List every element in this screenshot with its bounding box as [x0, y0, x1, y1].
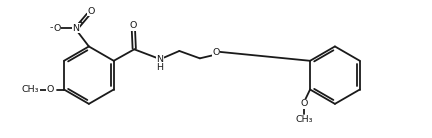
Text: O: O — [88, 7, 95, 16]
Text: O: O — [46, 85, 54, 94]
Text: O: O — [53, 24, 60, 33]
Text: CH₃: CH₃ — [295, 115, 313, 124]
Text: N: N — [156, 55, 164, 64]
Text: O: O — [130, 21, 137, 30]
Text: CH₃: CH₃ — [22, 85, 39, 94]
Text: H: H — [156, 63, 164, 72]
Text: O: O — [300, 99, 308, 108]
Text: O: O — [212, 48, 219, 57]
Text: –: – — [49, 23, 54, 32]
Text: N: N — [72, 24, 79, 33]
Text: +: + — [77, 18, 84, 27]
